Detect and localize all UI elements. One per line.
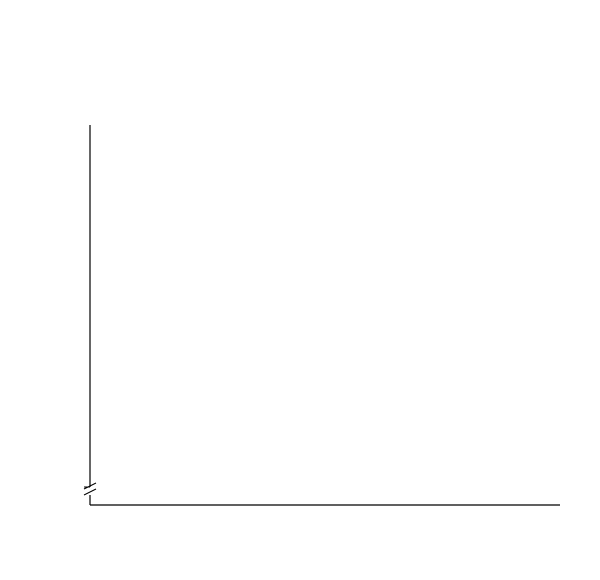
survival-chart [0,0,600,580]
